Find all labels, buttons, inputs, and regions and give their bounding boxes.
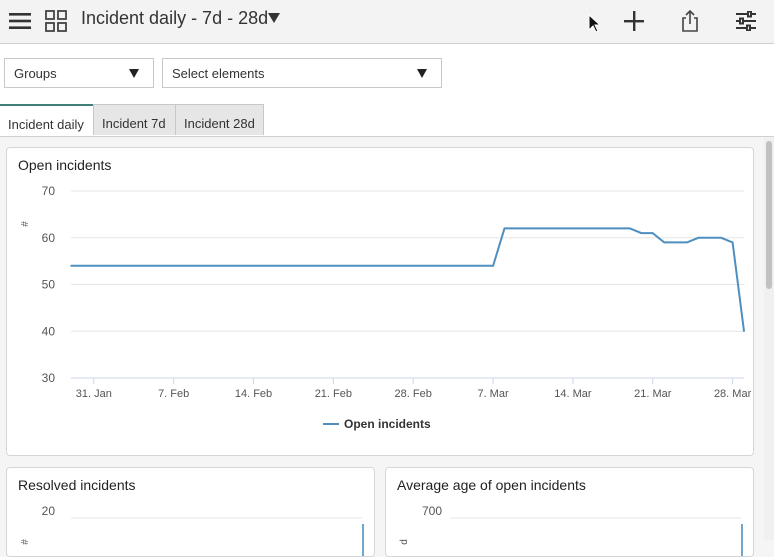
- elements-select[interactable]: Select elements: [162, 58, 442, 88]
- grid-apps-icon[interactable]: [41, 6, 71, 36]
- top-bar: Incident daily - 7d - 28d: [0, 0, 774, 44]
- x-tick-label: 21. Feb: [315, 388, 352, 400]
- y-axis-label: #: [20, 221, 31, 227]
- y-tick-label: 40: [42, 324, 56, 338]
- series-line: [71, 227, 745, 332]
- share-icon[interactable]: [675, 6, 705, 36]
- chevron-down-icon: [417, 69, 427, 78]
- tab-incident-28d[interactable]: Incident 28d: [175, 104, 264, 135]
- resolved-incidents-chart: 20#: [20, 504, 364, 556]
- dashboard-content: Open incidents 70 60 50 40 30 #31. Jan 7. Feb 1…: [0, 137, 774, 557]
- scrollbar-thumb[interactable]: [766, 141, 772, 289]
- groups-select-label: Groups: [14, 66, 57, 81]
- y-tick-label: 30: [42, 371, 56, 385]
- groups-select[interactable]: Groups: [4, 58, 154, 88]
- x-tick-label: 28. Feb: [395, 388, 432, 400]
- filter-bar: Groups Select elements: [0, 44, 774, 104]
- hamburger-menu-icon[interactable]: [5, 6, 35, 36]
- average-age-chart: 700 d: [399, 504, 743, 556]
- filter-sliders-icon[interactable]: [731, 6, 761, 36]
- mouse-cursor-icon: [588, 13, 602, 39]
- page-title: Incident daily - 7d - 28d: [81, 8, 269, 28]
- data-point: [697, 236, 700, 239]
- data-point: [503, 227, 506, 230]
- data-point: [70, 265, 72, 267]
- data-point: [640, 232, 643, 234]
- tab-incident-7d[interactable]: Incident 7d: [93, 104, 176, 135]
- x-tick-label: 7. Feb: [158, 388, 189, 400]
- x-tick-label: 14. Feb: [235, 388, 272, 400]
- y-tick-label: 60: [42, 231, 56, 245]
- vertical-scrollbar[interactable]: [764, 137, 774, 540]
- y-tick-label: 70: [42, 184, 56, 198]
- average-age-card: Average age of open incidents 700 d: [385, 467, 754, 557]
- y-tick-label: 700: [422, 504, 442, 518]
- card-title: Average age of open incidents: [397, 477, 586, 493]
- plus-icon[interactable]: [619, 6, 649, 36]
- y-axis-label: d: [399, 539, 410, 545]
- resolved-incidents-card: Resolved incidents 20 #: [6, 467, 375, 557]
- elements-select-label: Select elements: [172, 66, 265, 81]
- x-tick-label: 21. Mar: [634, 388, 672, 400]
- card-title: Open incidents: [18, 157, 112, 173]
- data-point: [492, 265, 494, 267]
- data-point: [743, 330, 745, 333]
- data-point: [686, 241, 688, 244]
- data-point: [731, 241, 734, 244]
- y-tick-label: 20: [42, 504, 56, 518]
- legend-label: Open incidents: [344, 417, 431, 431]
- data-point: [663, 241, 665, 244]
- card-title: Resolved incidents: [18, 477, 136, 493]
- tab-bar: Incident daily Incident 7d Incident 28d: [0, 104, 774, 137]
- data-point: [720, 236, 722, 239]
- title-dropdown-icon[interactable]: [268, 13, 280, 23]
- y-tick-label: 50: [42, 278, 56, 292]
- x-tick-label: 7. Mar: [477, 388, 509, 400]
- open-incidents-chart: 70 60 50 40 30 #31. Jan 7. Feb 14. Feb 21. Feb 28…: [20, 184, 752, 431]
- data-point: [629, 227, 631, 230]
- open-incidents-card: Open incidents 70 60 50 40 30 #31. Jan 7. Feb 1…: [6, 147, 754, 456]
- x-tick-label: 28. Mar: [714, 388, 752, 400]
- chevron-down-icon: [129, 69, 139, 78]
- x-tick-label: 14. Mar: [554, 388, 592, 400]
- data-point: [651, 232, 654, 234]
- x-tick-label: 31. Jan: [76, 388, 112, 400]
- tab-incident-daily[interactable]: Incident daily: [0, 104, 93, 135]
